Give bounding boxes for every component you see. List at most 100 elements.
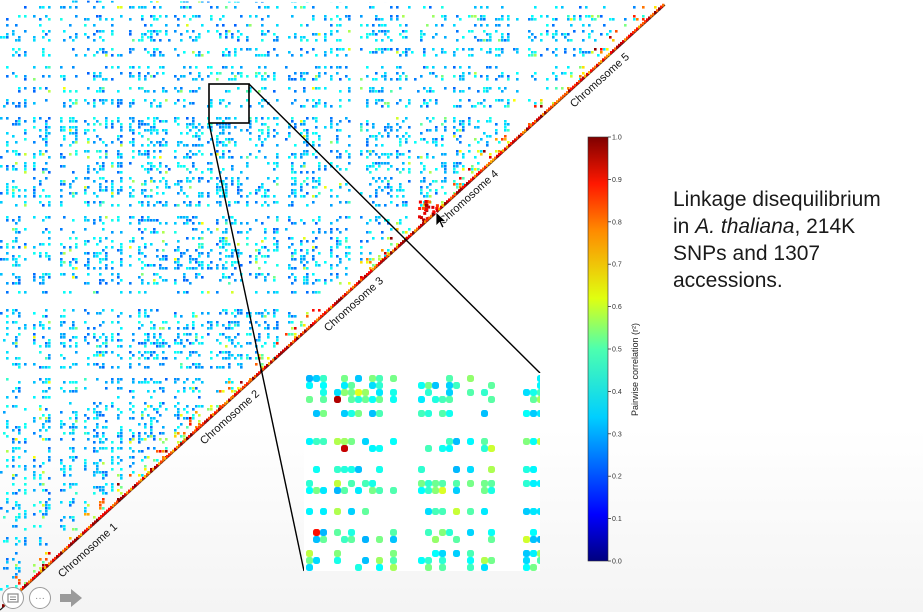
matrix-cell — [189, 420, 192, 423]
matrix-cell — [165, 450, 168, 453]
diagonal-cell — [588, 71, 591, 75]
matrix-cell — [546, 33, 549, 36]
matrix-cell — [483, 90, 486, 93]
diagonal-cell — [146, 473, 149, 477]
matrix-cell — [285, 138, 288, 141]
matrix-cell — [477, 126, 480, 129]
matrix-cell — [489, 135, 492, 138]
matrix-cell — [75, 150, 78, 153]
matrix-cell — [153, 417, 156, 420]
matrix-cell — [561, 72, 564, 75]
matrix-cell — [60, 6, 63, 9]
inset-cell — [446, 389, 453, 396]
inset-cell — [341, 382, 348, 389]
matrix-cell — [99, 414, 102, 417]
diagonal-cell — [486, 163, 489, 167]
matrix-cell — [264, 6, 267, 9]
matrix-cell — [60, 156, 63, 159]
diagonal-cell — [382, 258, 385, 262]
matrix-cell — [174, 75, 177, 78]
matrix-cell — [18, 123, 21, 126]
matrix-cell — [198, 75, 201, 78]
diagonal-cell — [216, 409, 219, 413]
matrix-cell — [129, 195, 132, 198]
matrix-cell — [330, 24, 333, 27]
matrix-cell — [159, 336, 162, 339]
matrix-cell — [6, 396, 9, 399]
matrix-cell — [420, 180, 423, 183]
matrix-cell — [120, 345, 123, 348]
matrix-cell — [312, 231, 315, 234]
matrix-cell — [231, 216, 234, 219]
matrix-cell — [390, 177, 393, 180]
diagonal-cell — [278, 353, 281, 357]
diagonal-cell — [400, 242, 403, 246]
matrix-cell — [186, 378, 189, 381]
matrix-cell — [120, 156, 123, 159]
matrix-cell — [315, 33, 318, 36]
matrix-cell — [6, 558, 9, 561]
matrix-cell — [180, 39, 183, 42]
matrix-cell — [273, 201, 276, 204]
diagonal-cell — [630, 32, 633, 36]
matrix-cell — [348, 15, 351, 18]
matrix-cell — [348, 135, 351, 138]
diagonal-cell — [324, 311, 327, 315]
matrix-cell — [195, 90, 198, 93]
inset-cell — [369, 382, 376, 389]
inset-cell — [341, 536, 348, 543]
matrix-cell — [573, 18, 576, 21]
matrix-cell — [375, 162, 378, 165]
matrix-cell — [507, 33, 510, 36]
matrix-cell — [60, 462, 63, 465]
matrix-cell — [165, 204, 168, 207]
matrix-cell — [39, 243, 42, 246]
matrix-cell — [345, 246, 348, 249]
matrix-cell — [291, 189, 294, 192]
matrix-cell — [24, 543, 27, 546]
matrix-cell — [579, 66, 582, 69]
matrix-cell — [186, 117, 189, 120]
slide-menu-button[interactable] — [2, 587, 24, 609]
matrix-cell — [294, 78, 297, 81]
matrix-cell — [153, 336, 156, 339]
matrix-cell — [288, 87, 291, 90]
matrix-cell — [375, 48, 378, 51]
matrix-cell — [249, 132, 252, 135]
matrix-cell — [195, 39, 198, 42]
matrix-cell — [189, 387, 192, 390]
matrix-cell — [228, 387, 231, 390]
diagonal-cell — [262, 367, 265, 371]
colorbar-gradient — [587, 136, 609, 562]
matrix-cell — [267, 216, 270, 219]
matrix-cell — [435, 206, 439, 210]
matrix-cell — [273, 327, 276, 330]
matrix-cell — [210, 15, 213, 18]
diagonal-cell — [388, 253, 391, 257]
matrix-cell — [6, 18, 9, 21]
matrix-cell — [378, 162, 381, 165]
matrix-cell — [144, 48, 147, 51]
matrix-cell — [45, 138, 48, 141]
matrix-cell — [99, 219, 102, 222]
matrix-cell — [183, 192, 186, 195]
matrix-cell — [255, 261, 258, 264]
matrix-cell — [105, 186, 108, 189]
matrix-cell — [15, 261, 18, 264]
matrix-cell — [138, 246, 141, 249]
matrix-cell — [180, 252, 183, 255]
matrix-cell — [201, 276, 204, 279]
matrix-cell — [324, 282, 327, 285]
more-options-button[interactable]: ··· — [29, 587, 51, 609]
matrix-cell — [555, 48, 558, 51]
matrix-cell — [222, 15, 225, 18]
inset-cell — [418, 410, 425, 417]
zoom-region-box — [208, 83, 250, 124]
inset-cell — [481, 480, 488, 487]
matrix-cell — [96, 423, 99, 426]
next-slide-button[interactable] — [58, 588, 84, 608]
matrix-cell — [303, 6, 306, 9]
matrix-cell — [147, 150, 150, 153]
matrix-cell — [177, 261, 180, 264]
matrix-cell — [183, 66, 186, 69]
